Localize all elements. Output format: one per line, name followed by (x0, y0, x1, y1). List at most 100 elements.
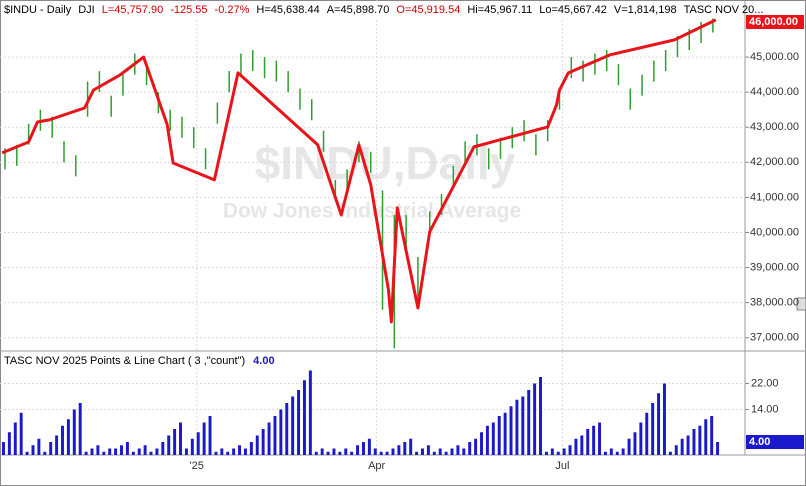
count-bar (84, 451, 88, 455)
count-bar (421, 448, 424, 455)
header-item: TASC NOV 20... (684, 4, 764, 16)
count-bar (297, 390, 301, 455)
count-bar (25, 451, 29, 455)
count-bar (609, 448, 613, 455)
count-bar (521, 396, 525, 455)
count-bar (184, 448, 188, 455)
count-bar (462, 448, 466, 455)
x-tick-label: Apr (368, 460, 385, 472)
count-bar (2, 442, 5, 455)
count-bar (232, 448, 236, 455)
last-value-label: 4.00 (749, 436, 770, 448)
count-bar (639, 422, 643, 455)
count-bar (238, 445, 242, 455)
count-bar (598, 422, 602, 455)
count-bar (668, 451, 672, 455)
count-bar (403, 442, 407, 455)
count-bar (326, 451, 330, 455)
count-bar (131, 451, 135, 455)
count-bar (90, 448, 94, 455)
count-bar (539, 377, 542, 455)
count-bar (291, 396, 295, 455)
count-bar (202, 422, 206, 455)
count-bar (480, 432, 483, 455)
count-bar (409, 438, 413, 455)
count-bar (432, 451, 436, 455)
count-bar (438, 448, 442, 455)
count-bar (249, 442, 253, 455)
count-bar (491, 422, 495, 455)
count-bar (633, 432, 637, 455)
count-bar (574, 438, 578, 455)
count-bar (102, 451, 106, 455)
count-bar (698, 425, 702, 455)
watermark-title: $INDU,Daily (255, 137, 516, 189)
count-bar (273, 416, 277, 455)
y-tick-label: 44,000.00 (750, 86, 799, 98)
count-bar (580, 435, 584, 455)
count-bar (704, 419, 708, 455)
count-bar (19, 412, 23, 455)
count-bar (114, 448, 118, 455)
count-bar (137, 448, 141, 455)
y-tick-label: 41,000.00 (750, 191, 799, 203)
count-bar (645, 412, 649, 455)
y-tick-label: 45,000.00 (750, 51, 799, 63)
count-bar (444, 451, 448, 455)
count-bar (155, 448, 159, 455)
count-bar (474, 438, 478, 455)
count-bar (43, 451, 47, 455)
count-bar (350, 451, 354, 455)
header-item: $INDU - Daily (4, 4, 72, 16)
count-bar (31, 445, 35, 455)
count-bar (243, 448, 247, 455)
count-bar (710, 416, 714, 455)
count-bar (621, 448, 625, 455)
header-item: H=45,638.44 (256, 4, 319, 16)
indicator-title: TASC NOV 2025 Points & Line Chart ( 3 ,"… (4, 355, 245, 367)
x-tick-label: Jul (555, 460, 569, 472)
count-bar (385, 451, 389, 455)
count-bar (214, 451, 218, 455)
count-bar (391, 448, 395, 455)
count-bar (550, 448, 554, 455)
count-bar (680, 438, 684, 455)
count-bar (37, 438, 41, 455)
count-bar (527, 390, 531, 455)
count-bar (657, 393, 661, 455)
count-bar (261, 429, 265, 455)
count-bar (161, 442, 165, 455)
count-bar (143, 445, 147, 455)
count-bar (314, 451, 318, 455)
count-bar (556, 451, 560, 455)
count-bar (125, 442, 129, 455)
count-bar (533, 383, 537, 455)
count-bar (338, 451, 342, 455)
count-bar (302, 380, 306, 455)
header-background (1, 2, 743, 18)
count-bar (61, 425, 64, 455)
count-bar (13, 422, 17, 455)
header-item: A=45,898.70 (327, 4, 390, 16)
count-bar (485, 425, 489, 455)
last-price-box (746, 14, 804, 29)
count-bar (568, 445, 572, 455)
count-bar (662, 383, 666, 455)
count-bar (49, 442, 53, 455)
indicator-value: 4.00 (253, 355, 274, 367)
count-bar (308, 370, 312, 455)
count-bar (255, 435, 259, 455)
count-bar (468, 442, 472, 455)
header-item: Lo=45,667.42 (539, 4, 607, 16)
y-tick-label: 14.00 (751, 403, 779, 415)
y-tick-label: 38,000.00 (750, 297, 799, 309)
count-bar (344, 448, 348, 455)
count-bar (356, 445, 360, 455)
count-bar (179, 422, 182, 455)
scroll-handle[interactable] (796, 297, 806, 311)
count-bar (373, 448, 377, 455)
count-bar (456, 445, 460, 455)
y-tick-label: 39,000.00 (750, 261, 799, 273)
count-bar (66, 419, 70, 455)
